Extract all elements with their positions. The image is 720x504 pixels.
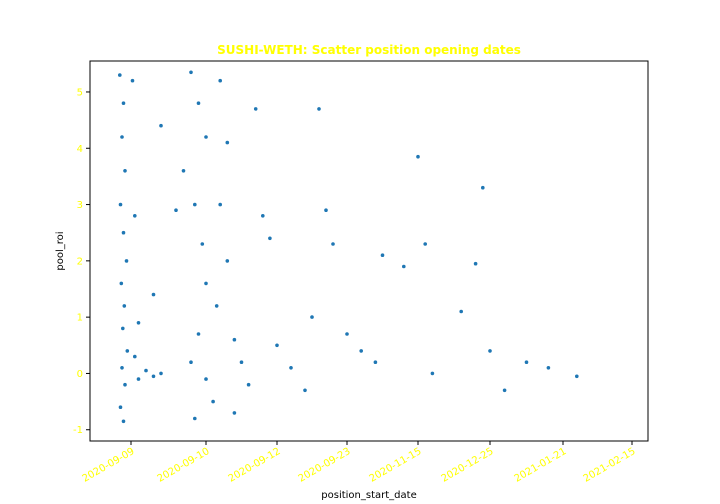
scatter-point [488, 349, 492, 353]
scatter-point [416, 154, 420, 159]
scatter-point [124, 259, 129, 263]
scatter-point [380, 253, 385, 257]
scatter-point [359, 349, 364, 353]
scatter-point [123, 169, 127, 173]
scatter-point [214, 304, 219, 308]
scatter-point [151, 374, 156, 379]
scatter-point [118, 202, 123, 207]
scatter-point [232, 411, 237, 415]
scatter-points [118, 70, 579, 424]
x-tick-label: 2021-01-21 [513, 446, 569, 485]
scatter-point [225, 140, 230, 145]
y-axis-label: pool_roi [55, 231, 66, 270]
scatter-point [123, 382, 127, 387]
scatter-point [204, 281, 208, 286]
x-tick-label: 2021-02-15 [582, 446, 638, 485]
scatter-point [189, 70, 193, 75]
scatter-point [159, 371, 163, 376]
scatter-point [373, 360, 378, 365]
scatter-point [402, 264, 406, 269]
scatter-point [310, 315, 314, 319]
x-tick-label: 2020-12-25 [440, 446, 496, 485]
scatter-point [211, 399, 215, 404]
scatter-point [118, 405, 123, 410]
y-tick-label: 2 [77, 256, 83, 267]
scatter-point [121, 230, 126, 235]
scatter-point [118, 73, 122, 77]
scatter-point [502, 388, 507, 393]
scatter-point [196, 101, 201, 105]
scatter-point [120, 135, 124, 139]
scatter-point [345, 332, 349, 336]
scatter-point [324, 208, 328, 212]
x-axis-label: position_start_date [321, 490, 416, 501]
scatter-point [253, 107, 258, 111]
scatter-point [200, 242, 205, 246]
scatter-point [121, 419, 126, 424]
scatter-point [193, 416, 197, 421]
scatter-point [261, 214, 265, 218]
scatter-point [120, 366, 124, 370]
scatter-point [130, 78, 135, 83]
scatter-point [193, 202, 197, 207]
scatter-point [423, 242, 428, 246]
scatter-point [159, 123, 163, 128]
x-tick-label: 2020-09-12 [227, 446, 283, 485]
scatter-point [136, 377, 141, 381]
scatter-point [151, 292, 156, 297]
scatter-point [204, 135, 208, 139]
scatter-point [218, 78, 222, 83]
scatter-point [225, 259, 230, 263]
scatter-point [232, 337, 237, 342]
scatter-point [133, 354, 137, 359]
scatter-point [473, 261, 478, 266]
scatter-point [181, 169, 186, 173]
scatter-point [189, 360, 193, 365]
scatter-point [121, 101, 126, 105]
y-tick-label: -1 [73, 425, 83, 436]
y-tick-label: 4 [77, 144, 83, 155]
chart-title: SUSHI-WETH: Scatter position opening dat… [217, 43, 521, 57]
scatter-point [204, 377, 208, 381]
scatter-point [239, 360, 244, 365]
y-axis: -1 0 1 2 3 4 5 [73, 87, 90, 436]
scatter-point [331, 242, 335, 246]
scatter-point [289, 366, 293, 370]
scatter-point [275, 343, 279, 348]
scatter-point [459, 309, 464, 314]
x-tick-label: 2020-09-23 [297, 446, 353, 485]
x-axis: 2020-09-09 2020-09-10 2020-09-12 2020-09-23… [81, 441, 638, 485]
scatter-point [144, 368, 148, 373]
scatter-point [246, 382, 251, 387]
scatter-point [133, 214, 137, 218]
scatter-point [121, 326, 125, 331]
scatter-point [174, 208, 178, 212]
scatter-point [481, 185, 485, 190]
scatter-point [119, 281, 124, 286]
y-tick-label: 5 [77, 87, 83, 98]
scatter-point [317, 107, 321, 111]
scatter-point [524, 360, 529, 365]
scatter-point [430, 371, 435, 376]
scatter-point [136, 321, 141, 325]
plot-frame [89, 60, 649, 442]
scatter-point [546, 366, 551, 370]
y-tick-label: 3 [77, 200, 83, 211]
y-tick-label: 1 [77, 313, 83, 324]
x-tick-label: 2020-09-10 [156, 446, 212, 485]
x-tick-label: 2020-11-15 [368, 446, 424, 485]
y-tick-label: 0 [77, 369, 83, 380]
scatter-point [125, 349, 130, 353]
scatter-point [575, 374, 579, 379]
scatter-point [196, 332, 201, 336]
scatter-point [218, 202, 222, 207]
scatter-point [303, 388, 307, 393]
x-tick-label: 2020-09-09 [81, 446, 137, 485]
scatter-point [122, 304, 127, 308]
scatter-point [268, 236, 272, 241]
